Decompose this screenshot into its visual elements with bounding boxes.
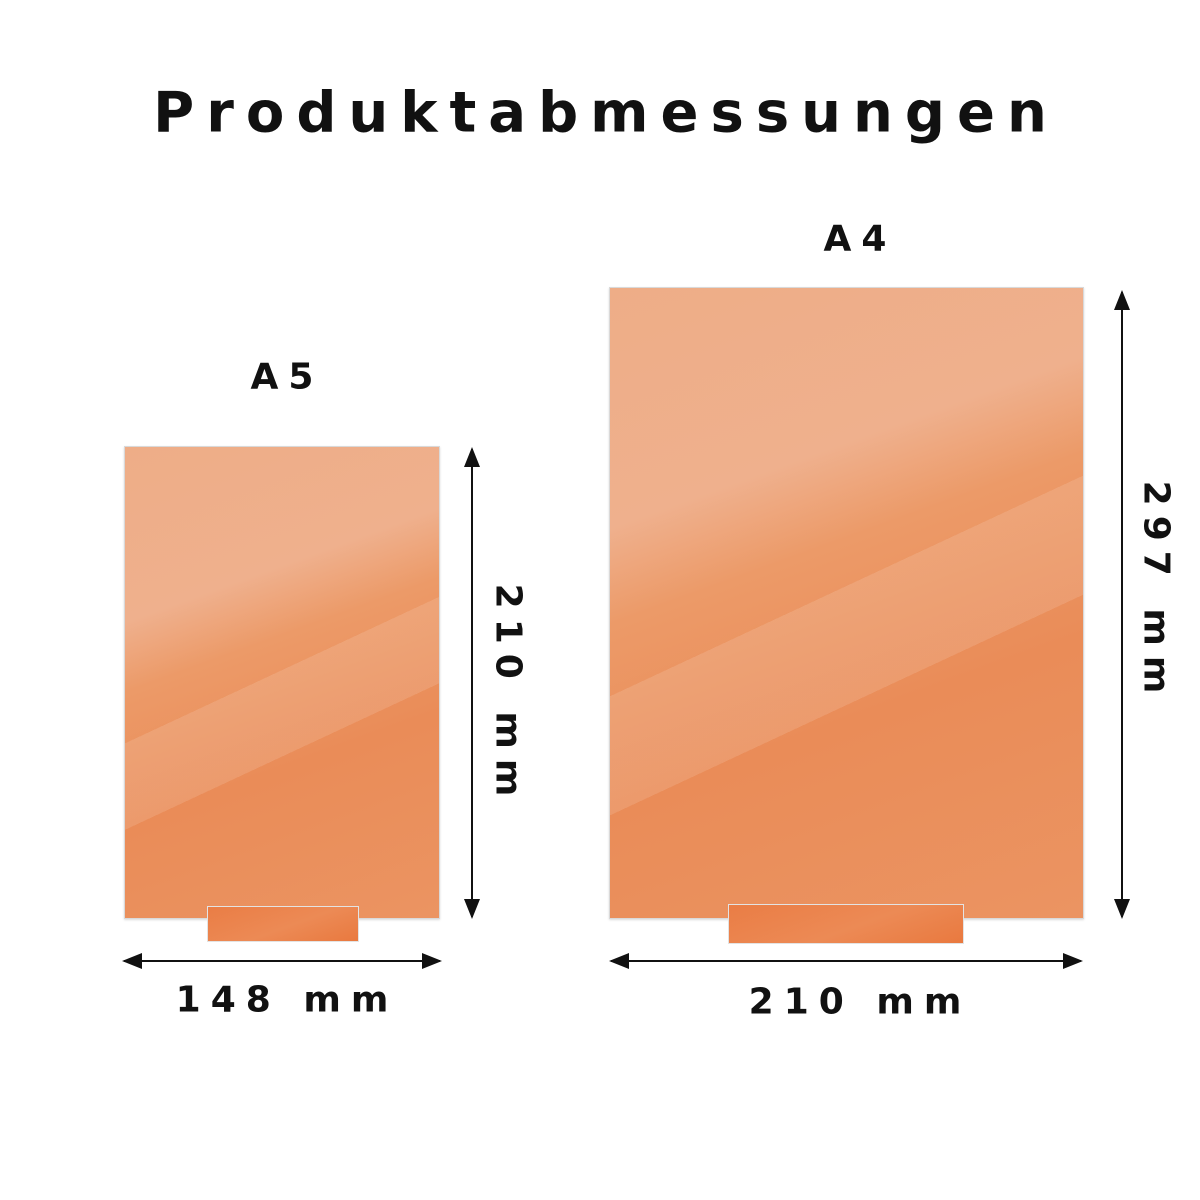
a5-panel: [124, 446, 440, 919]
a4-label: A4: [823, 218, 897, 260]
a5-height-label: 210 mm: [487, 583, 529, 807]
a5-stand: [207, 906, 359, 942]
a4-height-label: 297 mm: [1135, 480, 1177, 704]
a4-panel: [609, 287, 1084, 919]
a5-label: A5: [250, 356, 324, 398]
a4-stand: [728, 904, 964, 944]
a5-width-label: 148 mm: [175, 979, 399, 1021]
a4-width-label: 210 mm: [748, 981, 972, 1023]
page-title: Produktabmessungen: [153, 80, 1059, 146]
